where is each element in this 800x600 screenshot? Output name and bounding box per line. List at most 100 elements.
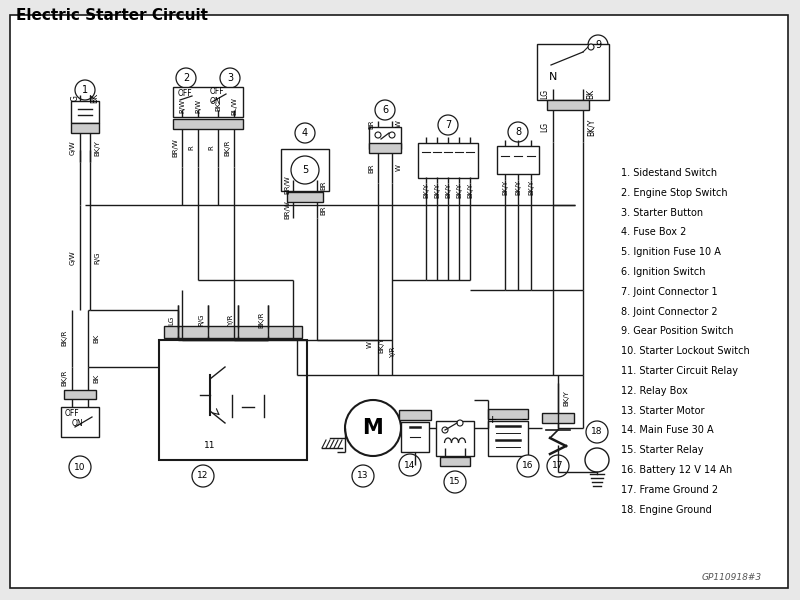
Circle shape: [588, 44, 594, 50]
Text: BK/Y: BK/Y: [423, 182, 429, 197]
Circle shape: [457, 420, 463, 426]
Text: BR: BR: [320, 205, 326, 215]
Bar: [159, 340, 307, 460]
Bar: [287, 192, 323, 202]
Circle shape: [389, 132, 395, 138]
Bar: [369, 127, 401, 149]
Text: 11. Starter Circuit Relay: 11. Starter Circuit Relay: [621, 366, 738, 376]
Circle shape: [352, 465, 374, 487]
Text: 2: 2: [183, 73, 189, 83]
Text: M: M: [362, 418, 383, 438]
Text: 10: 10: [74, 463, 86, 472]
Text: 11: 11: [204, 440, 216, 449]
Text: 4. Fuse Box 2: 4. Fuse Box 2: [621, 227, 686, 238]
Circle shape: [345, 400, 401, 456]
Text: 17. Frame Ground 2: 17. Frame Ground 2: [621, 485, 718, 495]
Text: -: -: [522, 413, 526, 427]
Circle shape: [517, 455, 539, 477]
Circle shape: [176, 68, 196, 88]
Text: BK/Y: BK/Y: [528, 179, 534, 194]
Circle shape: [588, 35, 608, 55]
Text: 18. Engine Ground: 18. Engine Ground: [621, 505, 712, 515]
Text: G/W: G/W: [70, 140, 76, 155]
Text: BK: BK: [90, 93, 99, 103]
Bar: [64, 389, 96, 398]
Text: GP110918#3: GP110918#3: [702, 573, 762, 582]
Bar: [399, 410, 431, 420]
Text: W: W: [367, 341, 373, 349]
Text: BK: BK: [93, 373, 99, 383]
Text: 4: 4: [302, 128, 308, 138]
Bar: [537, 44, 609, 100]
Circle shape: [399, 454, 421, 476]
Text: 12. Relay Box: 12. Relay Box: [621, 386, 688, 396]
Text: BK/Y: BK/Y: [515, 179, 521, 194]
Text: 16. Battery 12 V 14 Ah: 16. Battery 12 V 14 Ah: [621, 465, 732, 475]
Text: LG: LG: [541, 89, 550, 99]
Text: BK/R: BK/R: [61, 370, 67, 386]
Text: 7: 7: [445, 120, 451, 130]
Circle shape: [508, 122, 528, 142]
Bar: [61, 407, 99, 437]
Text: BK: BK: [586, 89, 595, 99]
Text: BK/Y: BK/Y: [467, 182, 473, 197]
Text: BK/Y: BK/Y: [563, 390, 569, 406]
Text: BL/W: BL/W: [231, 97, 237, 115]
Polygon shape: [242, 407, 254, 417]
Text: 9: 9: [595, 40, 601, 50]
Text: BK: BK: [93, 334, 99, 343]
Text: 17: 17: [552, 461, 564, 470]
Bar: [173, 87, 243, 117]
Text: 8: 8: [515, 127, 521, 137]
Text: BK/Y: BK/Y: [434, 182, 440, 197]
Circle shape: [69, 456, 91, 478]
Text: BK/R: BK/R: [61, 330, 67, 346]
Text: BK: BK: [215, 101, 221, 110]
Text: BK/Y: BK/Y: [502, 179, 508, 194]
Bar: [71, 101, 99, 123]
Circle shape: [586, 421, 608, 443]
Text: 1: 1: [82, 85, 88, 95]
Text: 1. Sidestand Switch: 1. Sidestand Switch: [621, 168, 717, 178]
Text: 14. Main Fuse 30 A: 14. Main Fuse 30 A: [621, 425, 714, 436]
Bar: [547, 100, 589, 110]
Text: ON: ON: [72, 419, 84, 428]
Text: 2. Engine Stop Switch: 2. Engine Stop Switch: [621, 188, 728, 198]
Text: R/W: R/W: [195, 99, 201, 113]
Text: 18: 18: [591, 427, 602, 437]
Circle shape: [438, 115, 458, 135]
Text: BK/R: BK/R: [258, 312, 264, 328]
Text: 16: 16: [522, 461, 534, 470]
Text: ON: ON: [210, 97, 222, 107]
Text: BK/Y: BK/Y: [586, 118, 595, 136]
Text: 3. Starter Button: 3. Starter Button: [621, 208, 703, 218]
Text: 13: 13: [358, 472, 369, 481]
Text: N: N: [549, 72, 558, 82]
Text: Y/R: Y/R: [390, 346, 396, 358]
Text: 10. Starter Lockout Switch: 10. Starter Lockout Switch: [621, 346, 750, 356]
Bar: [488, 409, 528, 419]
Circle shape: [220, 68, 240, 88]
Text: 6. Ignition Switch: 6. Ignition Switch: [621, 267, 706, 277]
Circle shape: [442, 427, 448, 433]
Bar: [542, 413, 574, 423]
Text: R: R: [188, 146, 194, 151]
Text: R/G: R/G: [94, 252, 100, 264]
Text: +: +: [487, 415, 497, 425]
Bar: [281, 149, 329, 191]
Text: 9. Gear Position Switch: 9. Gear Position Switch: [621, 326, 734, 337]
Text: R/G: R/G: [198, 314, 204, 326]
Text: LG: LG: [168, 316, 174, 325]
Text: BK/Y: BK/Y: [456, 182, 462, 197]
Circle shape: [444, 471, 466, 493]
Bar: [173, 119, 243, 129]
Circle shape: [585, 448, 609, 472]
Circle shape: [199, 434, 221, 456]
Text: 15: 15: [450, 478, 461, 487]
Text: BK/Y: BK/Y: [94, 140, 100, 156]
Circle shape: [547, 455, 569, 477]
Bar: [418, 142, 478, 178]
Text: BK/Y: BK/Y: [378, 337, 384, 353]
Text: 5. Ignition Fuse 10 A: 5. Ignition Fuse 10 A: [621, 247, 721, 257]
Text: Electric Starter Circuit: Electric Starter Circuit: [16, 8, 208, 23]
